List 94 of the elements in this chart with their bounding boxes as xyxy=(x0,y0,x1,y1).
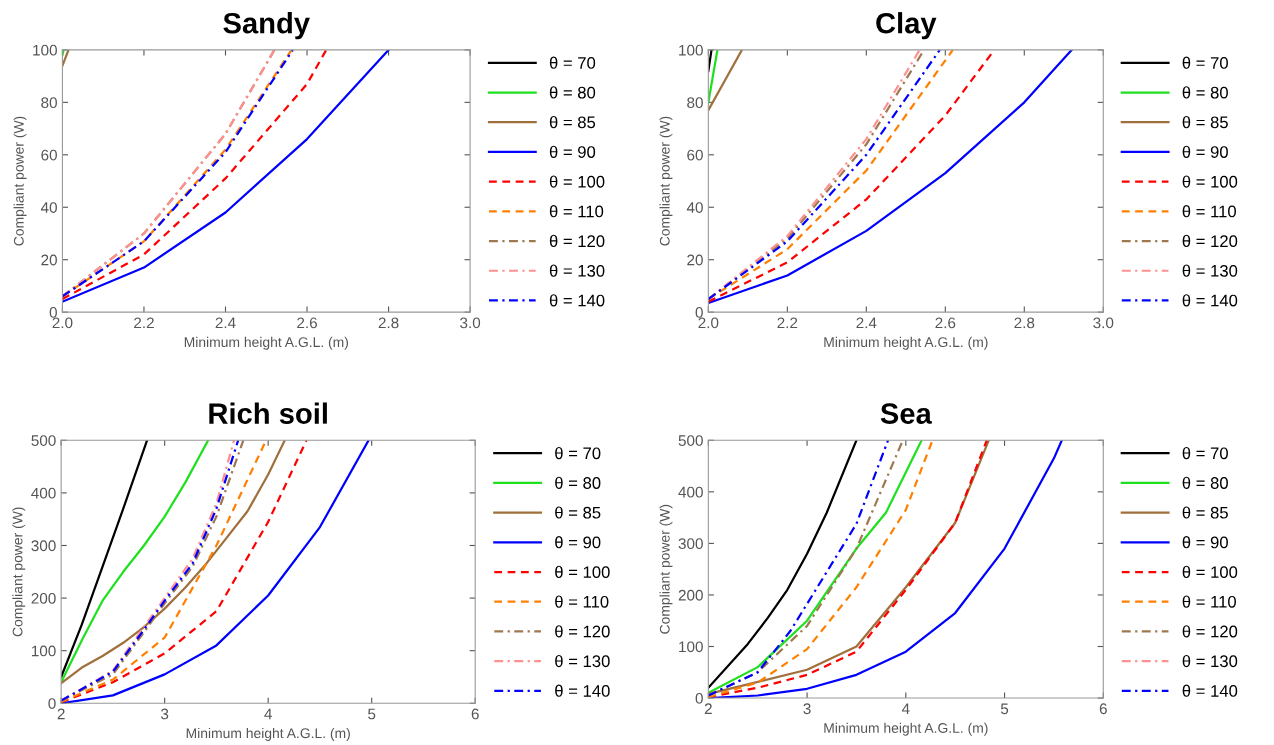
legend-label: θ = 110 xyxy=(1182,595,1236,608)
y-tick-label: 60 xyxy=(41,149,57,161)
y-tick-label: 0 xyxy=(695,692,703,704)
legend-label: θ = 130 xyxy=(555,654,610,668)
legend-label: θ = 90 xyxy=(555,536,601,549)
y-tick-label: 80 xyxy=(41,97,57,109)
y-tick-label: 80 xyxy=(687,97,703,109)
x-tick-label: 2 xyxy=(57,708,65,720)
y-tick-label: 20 xyxy=(687,254,703,266)
x-axis-title: Minimum height A.G.L. (m) xyxy=(824,722,988,736)
legend-label: θ = 140 xyxy=(555,684,610,697)
legend-label: θ = 80 xyxy=(555,476,601,489)
legend-label: θ = 120 xyxy=(555,625,610,638)
x-tick-label: 5 xyxy=(1000,703,1009,715)
y-tick-label: 100 xyxy=(679,44,703,56)
chart-title: Sandy xyxy=(223,12,310,40)
y-tick-label: 200 xyxy=(678,589,703,601)
y-tick-label: 300 xyxy=(31,540,56,552)
x-axis-title: Minimum height A.G.L. (m) xyxy=(186,727,350,741)
y-tick-label: 400 xyxy=(678,486,703,498)
legend-label: θ = 140 xyxy=(1182,684,1238,697)
legend-label: θ = 90 xyxy=(549,145,596,158)
legend-label: θ = 80 xyxy=(1182,86,1228,99)
chart-title: Clay xyxy=(876,12,937,40)
legend-label: θ = 80 xyxy=(1182,476,1228,489)
legend-label: θ = 100 xyxy=(549,175,605,188)
legend-label: θ = 70 xyxy=(549,56,596,69)
x-axis-title: Minimum height A.G.L. (m) xyxy=(184,336,348,350)
y-tick-label: 400 xyxy=(31,487,56,499)
legend-label: θ = 85 xyxy=(1182,506,1228,519)
y-tick-label: 200 xyxy=(31,592,56,604)
y-tick-label: 100 xyxy=(33,44,57,56)
x-tick-label: 2.8 xyxy=(378,317,399,329)
legend-label: θ = 80 xyxy=(549,86,596,99)
legend-label: θ = 90 xyxy=(1182,536,1228,549)
y-tick-label: 40 xyxy=(40,202,57,213)
x-tick-label: 2.2 xyxy=(777,317,798,329)
x-tick-label: 2.6 xyxy=(297,317,317,329)
x-tick-label: 3.0 xyxy=(460,317,481,329)
y-tick-label: 500 xyxy=(678,435,703,446)
y-tick-label: 20 xyxy=(41,254,57,266)
chart-title: Rich soil xyxy=(209,402,327,424)
legend-label: θ = 130 xyxy=(549,264,605,277)
y-tick-label: 100 xyxy=(31,645,56,657)
y-axis-title: Compliant power (W) xyxy=(659,504,673,634)
legend-label: θ = 70 xyxy=(555,446,601,460)
legend-label: θ = 100 xyxy=(1182,175,1238,188)
y-tick-label: 0 xyxy=(48,698,56,709)
legend-label: θ = 100 xyxy=(555,565,610,579)
x-tick-label: 5 xyxy=(368,708,376,720)
legend-label: θ = 70 xyxy=(1182,56,1228,69)
legend-label: θ = 85 xyxy=(549,116,596,129)
y-axis-title: Compliant power (W) xyxy=(659,116,673,246)
legend-label: θ = 120 xyxy=(549,234,605,248)
legend-label: θ = 120 xyxy=(1182,234,1238,248)
legend-label: θ = 140 xyxy=(549,294,605,307)
chart-title: Sea xyxy=(880,403,932,424)
x-tick-label: 2.0 xyxy=(698,317,719,329)
legend-label: θ = 110 xyxy=(555,595,609,608)
legend-label: θ = 100 xyxy=(1182,565,1238,579)
y-tick-label: 300 xyxy=(678,538,703,550)
legend-label: θ = 85 xyxy=(555,506,601,519)
legend-label: θ = 130 xyxy=(1182,264,1238,277)
x-tick-label: 2.0 xyxy=(52,317,73,329)
x-tick-label: 3 xyxy=(161,708,169,720)
x-tick-label: 3 xyxy=(803,703,811,715)
y-tick-label: 100 xyxy=(679,641,703,653)
x-axis-title: Minimum height A.G.L. (m) xyxy=(824,336,988,350)
legend-label: θ = 90 xyxy=(1182,145,1228,158)
x-tick-label: 3.0 xyxy=(1093,317,1114,329)
legend-label: θ = 110 xyxy=(549,205,604,218)
x-tick-label: 2.2 xyxy=(134,317,154,329)
y-axis-title: Compliant power (W) xyxy=(13,116,27,246)
x-tick-label: 2 xyxy=(704,703,712,714)
y-tick-label: 40 xyxy=(686,202,703,213)
x-tick-label: 2.4 xyxy=(215,317,236,329)
legend-label: θ = 85 xyxy=(1182,116,1228,129)
x-tick-label: 2.4 xyxy=(856,317,877,329)
y-tick-label: 0 xyxy=(695,307,703,318)
x-tick-label: 2.8 xyxy=(1014,317,1035,329)
legend-label: θ = 120 xyxy=(1182,625,1238,638)
x-tick-label: 6 xyxy=(471,708,479,720)
x-tick-label: 4 xyxy=(264,708,272,720)
y-tick-label: 60 xyxy=(687,149,703,161)
legend-label: θ = 110 xyxy=(1182,205,1236,218)
y-tick-label: 0 xyxy=(49,307,57,318)
x-tick-label: 6 xyxy=(1099,703,1107,715)
y-axis-title: Compliant power (W) xyxy=(12,507,26,637)
legend-label: θ = 130 xyxy=(1182,654,1238,668)
y-tick-label: 500 xyxy=(31,435,56,446)
legend-label: θ = 70 xyxy=(1182,446,1228,460)
legend-label: θ = 140 xyxy=(1182,294,1238,307)
x-tick-label: 4 xyxy=(901,703,910,714)
x-tick-label: 2.6 xyxy=(935,317,956,329)
